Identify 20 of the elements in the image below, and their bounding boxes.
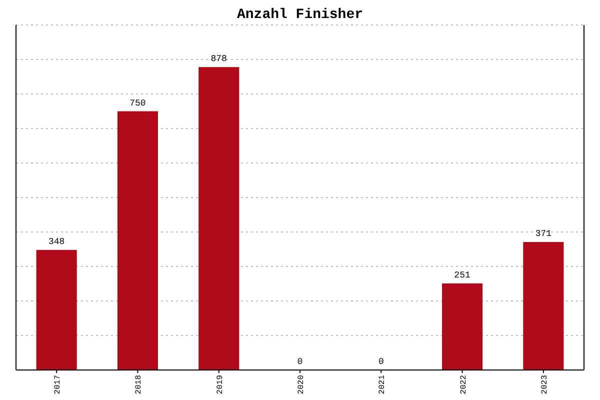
bar [36, 250, 77, 370]
data-label: 371 [535, 229, 552, 240]
x-tick-label: 2018 [134, 374, 144, 394]
x-tick-label: 2020 [297, 374, 306, 394]
data-label: 0 [378, 357, 384, 367]
data-label: 0 [297, 357, 303, 367]
data-label: 251 [454, 270, 470, 280]
x-tick-label: 2022 [459, 374, 468, 394]
bar [117, 111, 158, 370]
data-label: 750 [130, 98, 146, 108]
bar [523, 242, 564, 370]
bar [198, 67, 240, 370]
x-tick-label: 2017 [54, 374, 63, 394]
chart-title: Anzahl Finisher [236, 7, 364, 23]
x-tick-label: 2021 [378, 374, 388, 394]
data-label: 878 [210, 54, 227, 64]
bar [442, 283, 483, 370]
data-label: 348 [48, 236, 65, 247]
x-tick-label: 2019 [216, 374, 225, 394]
x-tick-label: 2023 [540, 374, 550, 394]
